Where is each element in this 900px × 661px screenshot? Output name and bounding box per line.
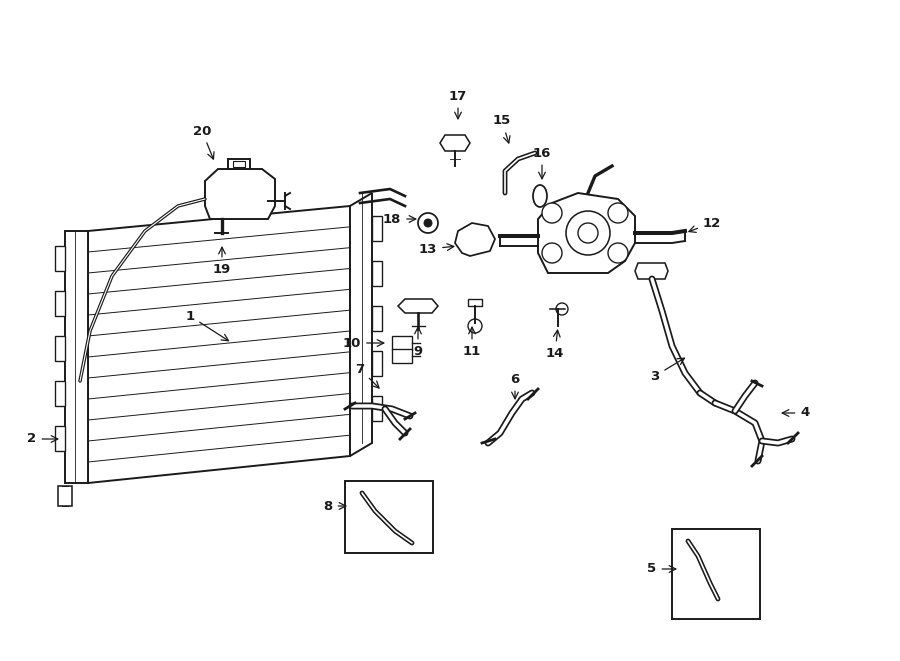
Polygon shape	[228, 159, 250, 169]
Polygon shape	[65, 231, 88, 483]
Bar	[345, 481, 433, 553]
Text: 9: 9	[413, 327, 423, 358]
Polygon shape	[440, 135, 470, 151]
Text: 6: 6	[510, 373, 519, 399]
Text: 14: 14	[545, 330, 564, 360]
Polygon shape	[392, 349, 412, 363]
Polygon shape	[372, 306, 382, 331]
Text: 3: 3	[651, 358, 684, 383]
Polygon shape	[372, 261, 382, 286]
Text: 4: 4	[782, 407, 810, 420]
Circle shape	[468, 319, 482, 333]
Circle shape	[556, 303, 568, 315]
Polygon shape	[372, 396, 382, 421]
Polygon shape	[350, 193, 372, 456]
Text: 2: 2	[27, 432, 58, 446]
Text: 17: 17	[449, 89, 467, 119]
Text: 11: 11	[463, 327, 482, 358]
Polygon shape	[468, 299, 482, 306]
Polygon shape	[55, 246, 65, 271]
Text: 12: 12	[688, 217, 721, 233]
Circle shape	[542, 203, 562, 223]
Circle shape	[608, 243, 628, 263]
Text: 16: 16	[533, 147, 551, 179]
Text: 19: 19	[213, 247, 231, 276]
Circle shape	[424, 219, 432, 227]
Text: 18: 18	[382, 212, 416, 225]
Text: 13: 13	[418, 243, 454, 256]
Polygon shape	[205, 169, 275, 219]
Polygon shape	[455, 223, 495, 256]
Polygon shape	[538, 193, 635, 273]
Polygon shape	[55, 291, 65, 316]
Polygon shape	[88, 206, 350, 483]
Bar	[233, 161, 245, 167]
Text: 8: 8	[323, 500, 346, 512]
Polygon shape	[55, 336, 65, 361]
Text: 5: 5	[647, 563, 676, 576]
Text: 15: 15	[493, 114, 511, 143]
Polygon shape	[398, 299, 438, 313]
Polygon shape	[392, 336, 412, 350]
Bar	[672, 529, 760, 619]
Text: 10: 10	[343, 336, 383, 350]
Text: 7: 7	[356, 362, 379, 388]
Polygon shape	[372, 351, 382, 376]
Circle shape	[418, 213, 438, 233]
Polygon shape	[55, 426, 65, 451]
Circle shape	[542, 243, 562, 263]
Text: 1: 1	[185, 309, 229, 340]
Polygon shape	[55, 381, 65, 406]
Polygon shape	[58, 486, 72, 506]
Text: 20: 20	[193, 124, 214, 159]
Ellipse shape	[533, 185, 547, 207]
Polygon shape	[635, 263, 668, 279]
Circle shape	[608, 203, 628, 223]
Polygon shape	[372, 216, 382, 241]
